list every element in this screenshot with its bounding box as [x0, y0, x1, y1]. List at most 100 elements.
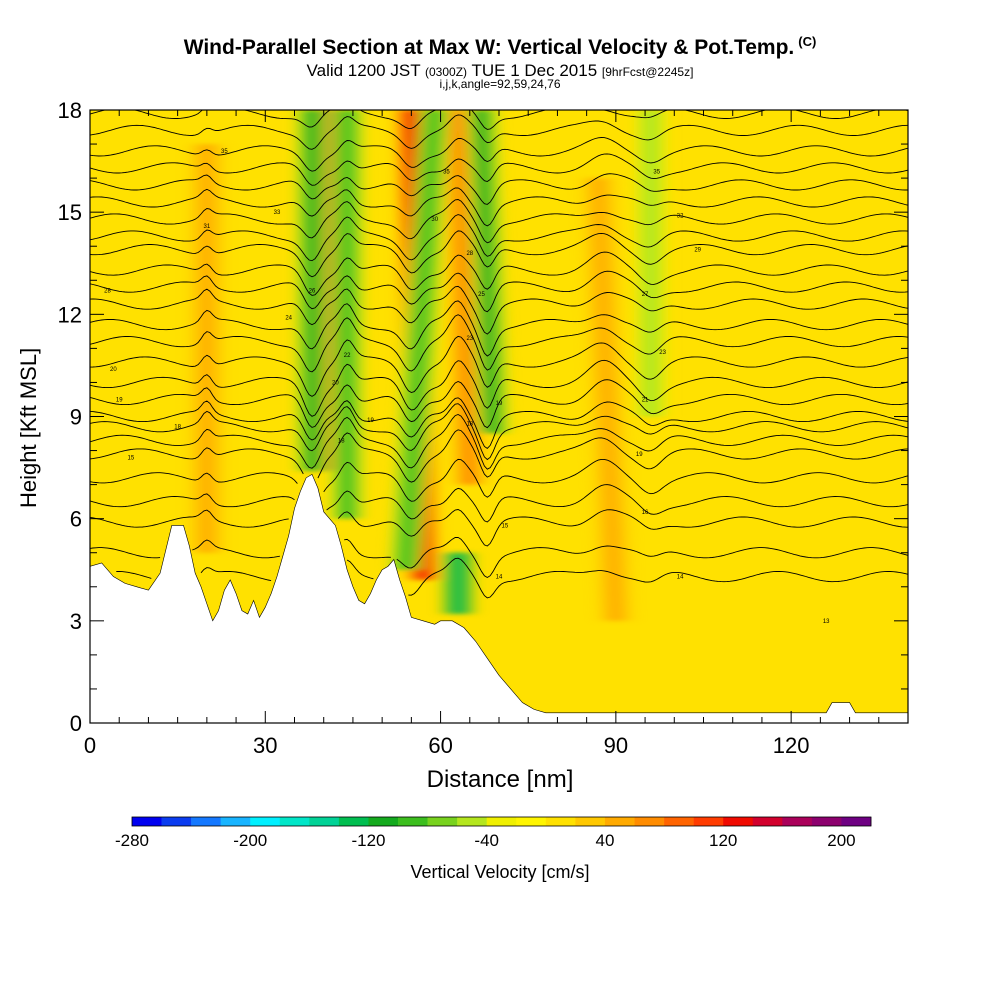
- y-tick-label: 9: [70, 405, 82, 430]
- colorbar-bin: [250, 817, 281, 826]
- colorbar-bin: [132, 817, 162, 826]
- theta-contour: [90, 536, 908, 579]
- theta-contour-label: 35: [221, 149, 228, 155]
- colorbar-tick-label: -200: [233, 831, 267, 850]
- colorbar-label: Vertical Velocity [cm/s]: [410, 862, 590, 882]
- y-tick-label: 18: [58, 98, 82, 123]
- chart-title-text: Wind-Parallel Section at Max W: Vertical…: [183, 36, 795, 59]
- theta-contour-label: 14: [496, 575, 503, 581]
- theta-contour: [90, 270, 908, 313]
- theta-contour-label: 13: [823, 619, 830, 625]
- theta-contour-label: 14: [677, 575, 684, 581]
- colorbar-frame: [131, 816, 872, 827]
- theta-contour-label: 31: [204, 224, 211, 230]
- theta-contour: [90, 403, 908, 461]
- colorbar-bin: [575, 817, 606, 826]
- theta-contour: [90, 114, 908, 150]
- subtitle-valid: Valid 1200 JST: [306, 61, 421, 80]
- theta-contour: [90, 397, 908, 449]
- theta-contour: [90, 214, 908, 262]
- theta-contour: [90, 251, 908, 296]
- theta-contour-label: 15: [501, 523, 508, 529]
- theta-contour-label: 20: [332, 380, 339, 386]
- axes: 0 30 60 90 120 0 3 6 9 12 15 18: [58, 98, 908, 758]
- colorbar-bin: [634, 817, 665, 826]
- y-tick-label: 3: [70, 609, 82, 634]
- colorbar-bin: [664, 817, 694, 826]
- y-axis-label: Height [Kft MSL]: [16, 347, 41, 508]
- theta-contour: [90, 484, 908, 523]
- theta-contours: [90, 110, 908, 599]
- colorbar-bin: [516, 817, 547, 826]
- theta-contour-label: 19: [636, 452, 643, 458]
- chart-title: Wind-Parallel Section at Max W: Vertical…: [0, 34, 1000, 60]
- theta-contour: [90, 335, 908, 397]
- theta-contour-label: 25: [478, 292, 485, 298]
- theta-contour-label: 19: [116, 397, 123, 403]
- theta-contour-label: 35: [443, 169, 450, 175]
- colorbar-bin: [545, 817, 576, 826]
- colorbar-tick-label: -120: [351, 831, 385, 850]
- theta-contour-label: 30: [431, 217, 438, 223]
- colorbar-bin: [398, 817, 428, 826]
- colorbar-bin: [191, 817, 221, 826]
- y-tick-label: 6: [70, 507, 82, 532]
- theta-contour-label: 20: [110, 367, 117, 373]
- colorbar-bin: [782, 817, 813, 826]
- theta-contour-label: 32: [677, 214, 684, 220]
- theta-contour-label: 19: [367, 418, 374, 424]
- theta-contour: [90, 285, 908, 335]
- chart-subtitle: Valid 1200 JST (0300Z) TUE 1 Dec 2015 [9…: [0, 61, 1000, 81]
- subtitle-utc: (0300Z): [425, 65, 468, 79]
- velocity-field: 15 19 20 18 28 31 35 33 24 26 20 18 19 22 30 35 28 23 25 18…: [90, 110, 908, 713]
- colorbar-bin: [841, 817, 872, 826]
- colorbar-tick-label: -280: [115, 831, 149, 850]
- downdraft-band: [306, 110, 318, 471]
- downdraft-band: [475, 110, 499, 434]
- theta-contour-label: 18: [466, 421, 473, 427]
- theta-contour-label: 23: [659, 350, 666, 356]
- theta-contour-label: 28: [466, 251, 473, 257]
- colorbar-bin: [279, 817, 310, 826]
- theta-contour-label: 15: [128, 455, 135, 461]
- theta-contour-label: 22: [344, 353, 351, 359]
- theta-contour-label: 28: [104, 288, 111, 294]
- downdraft-band: [341, 110, 353, 519]
- theta-contour-label: 29: [694, 248, 701, 254]
- colorbar-bin: [338, 817, 369, 826]
- terrain-outline: [90, 473, 908, 714]
- theta-contour: [90, 137, 908, 172]
- theta-contour-label: 19: [496, 401, 503, 407]
- x-axis-label: Distance [nm]: [426, 766, 574, 793]
- colorbar-bin: [161, 817, 192, 826]
- theta-contour-label: 26: [309, 288, 316, 294]
- theta-contour-label: 33: [274, 210, 281, 216]
- theta-contour: [90, 300, 908, 357]
- plot-area: 15 19 20 18 28 31 35 33 24 26 20 18 19 22 30 35 28 23 25 18…: [90, 110, 908, 723]
- theta-contour-label: 35: [653, 169, 660, 175]
- colorbar-tick-label: 40: [595, 831, 614, 850]
- colorbar-bin: [427, 817, 458, 826]
- colorbar-bin: [368, 817, 399, 826]
- x-tick-label: 30: [253, 733, 277, 758]
- colorbar-bin: [486, 817, 517, 826]
- theta-contour-labels: 15 19 20 18 28 31 35 33 24 26 20 18 19 22 30 35 28 23 25 18…: [104, 149, 830, 625]
- theta-contour-label: 18: [174, 425, 181, 431]
- y-tick-label: 12: [58, 302, 82, 327]
- subtitle-date: TUE 1 Dec 2015: [471, 61, 598, 80]
- colorbar: -280 -200 -120 -40 40 120 200: [115, 816, 872, 850]
- downdraft-band: [645, 110, 657, 417]
- colorbar-bin: [457, 817, 488, 826]
- colorbar-tick-label: 200: [827, 831, 855, 850]
- colorbar-bin: [220, 817, 251, 826]
- theta-contour: [90, 230, 908, 278]
- x-tick-label: 120: [773, 733, 810, 758]
- colorbar-bin: [693, 817, 724, 826]
- subtitle-params: i,j,k,angle=92,59,24,76: [439, 77, 561, 91]
- downdraft-band: [452, 552, 464, 615]
- theta-contour: [90, 458, 908, 502]
- theta-contour: [90, 429, 908, 483]
- colorbar-bin: [309, 817, 340, 826]
- theta-contour-label: 24: [285, 316, 292, 322]
